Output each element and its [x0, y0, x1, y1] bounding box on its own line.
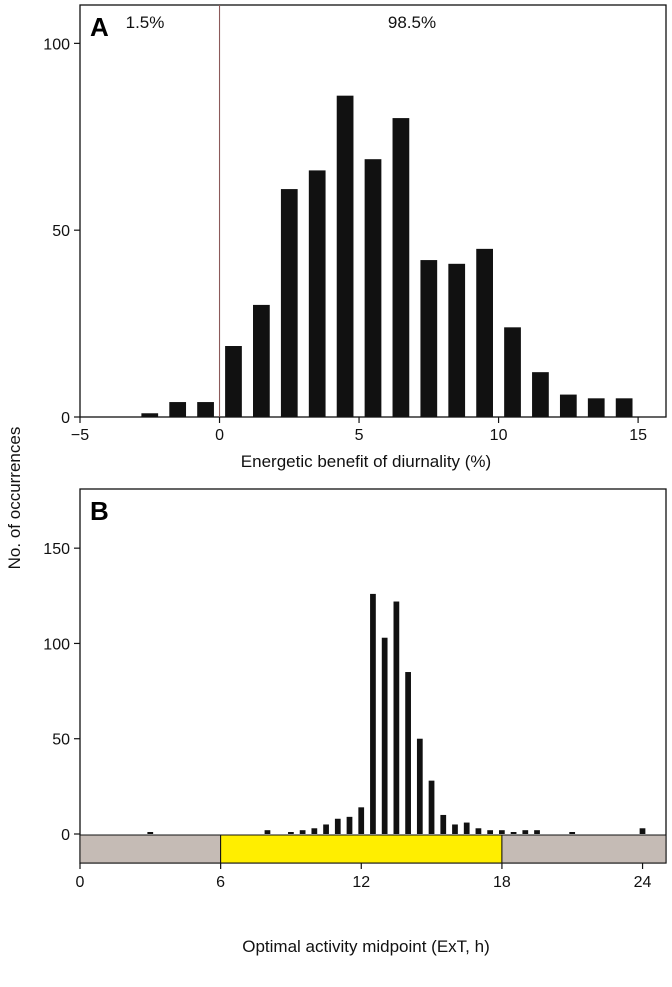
bar-a-13 — [504, 327, 521, 417]
bar-b-29 — [440, 814, 447, 834]
panel-a-x-axis-title: Energetic benefit of diurnality (%) — [241, 452, 491, 471]
x-tick-label-b: 12 — [352, 874, 370, 891]
x-tick-label-b: 6 — [216, 874, 225, 891]
panel-b-y-ticks: 0 50 100 150 — [43, 541, 80, 844]
y-tick-label-b: 50 — [52, 732, 70, 749]
bar-b-33 — [463, 822, 470, 834]
x-tick-label-b: 24 — [634, 874, 652, 891]
bar-a-1 — [169, 402, 187, 417]
x-tick-label-b: 18 — [493, 874, 511, 891]
panel-b-x-ticks: 0 6 12 18 24 — [76, 863, 652, 891]
bar-a-15 — [559, 394, 577, 417]
x-tick-label-b: 0 — [76, 874, 85, 891]
bar-a-9 — [392, 118, 410, 417]
bar-b-21 — [393, 601, 400, 834]
bar-b-37 — [487, 830, 494, 834]
bar-b-11 — [334, 818, 341, 834]
bar-a-10 — [420, 260, 438, 417]
panel-a-bars — [141, 95, 633, 417]
x-tick-label-a: 0 — [215, 427, 224, 444]
y-tick-label-b: 100 — [43, 636, 70, 653]
y-tick-label-b: 0 — [61, 827, 70, 844]
y-tick-label-a: 0 — [61, 410, 70, 427]
bar-b-25 — [416, 738, 423, 834]
bar-b-39 — [498, 830, 505, 834]
day-night-bar — [79, 834, 667, 864]
x-tick-label-a: 10 — [490, 427, 508, 444]
bar-b-0 — [147, 832, 154, 834]
panel-b-letter: B — [90, 496, 109, 526]
panel-a-y-ticks: 0 50 100 — [43, 36, 80, 427]
panel-a-letter: A — [90, 12, 109, 42]
bar-b-45 — [534, 830, 540, 834]
bar-a-6 — [308, 170, 326, 417]
bar-b-23 — [405, 672, 411, 834]
bar-b-1 — [264, 830, 271, 834]
y-tick-label-b: 150 — [43, 541, 70, 558]
bar-a-5 — [280, 189, 298, 417]
y-tick-label-a: 100 — [43, 36, 70, 53]
night-segment-morning — [79, 834, 222, 864]
bar-b-5 — [299, 830, 306, 834]
bar-a-17 — [615, 398, 633, 417]
x-tick-label-a: 5 — [355, 427, 364, 444]
bar-a-7 — [336, 95, 354, 417]
bar-a-0 — [141, 413, 159, 417]
panel-b-bars — [147, 593, 646, 834]
day-segment — [220, 834, 503, 864]
bar-b-52 — [639, 828, 646, 834]
panel-b-x-axis-title: Optimal activity midpoint (ExT, h) — [242, 937, 490, 956]
bar-b-51 — [569, 832, 576, 834]
panel-a-x-ticks: −5 0 5 10 15 — [71, 417, 647, 444]
bar-b-9 — [323, 824, 329, 834]
bar-b-31 — [452, 824, 458, 834]
bar-a-12 — [476, 248, 493, 417]
bar-b-19 — [381, 637, 388, 834]
shared-y-axis-title: No. of occurrences — [5, 427, 24, 570]
bar-a-2 — [197, 402, 214, 417]
bar-a-11 — [448, 263, 466, 417]
x-tick-label-a: 15 — [629, 427, 647, 444]
night-segment-evening — [501, 834, 667, 864]
bar-b-43 — [522, 830, 529, 834]
bar-b-7 — [311, 828, 318, 834]
left-percentage-annotation: 1.5% — [126, 13, 165, 32]
right-percentage-annotation: 98.5% — [388, 13, 436, 32]
bar-a-8 — [364, 159, 382, 417]
bar-a-4 — [253, 304, 270, 417]
bar-b-15 — [358, 807, 365, 834]
bar-b-17 — [370, 593, 376, 834]
bar-b-13 — [346, 816, 353, 834]
bar-b-27 — [428, 780, 435, 834]
y-tick-label-a: 50 — [52, 223, 70, 240]
bar-b-3 — [288, 832, 294, 834]
bar-b-35 — [475, 828, 482, 834]
bar-a-14 — [532, 372, 549, 417]
x-tick-label-a: −5 — [71, 427, 89, 444]
bar-b-41 — [510, 832, 517, 834]
bar-a-3 — [225, 346, 242, 417]
panel-b: 0 6 12 18 24 0 50 100 150 B Optimal activity mi… — [43, 488, 667, 956]
bar-a-16 — [587, 398, 605, 417]
